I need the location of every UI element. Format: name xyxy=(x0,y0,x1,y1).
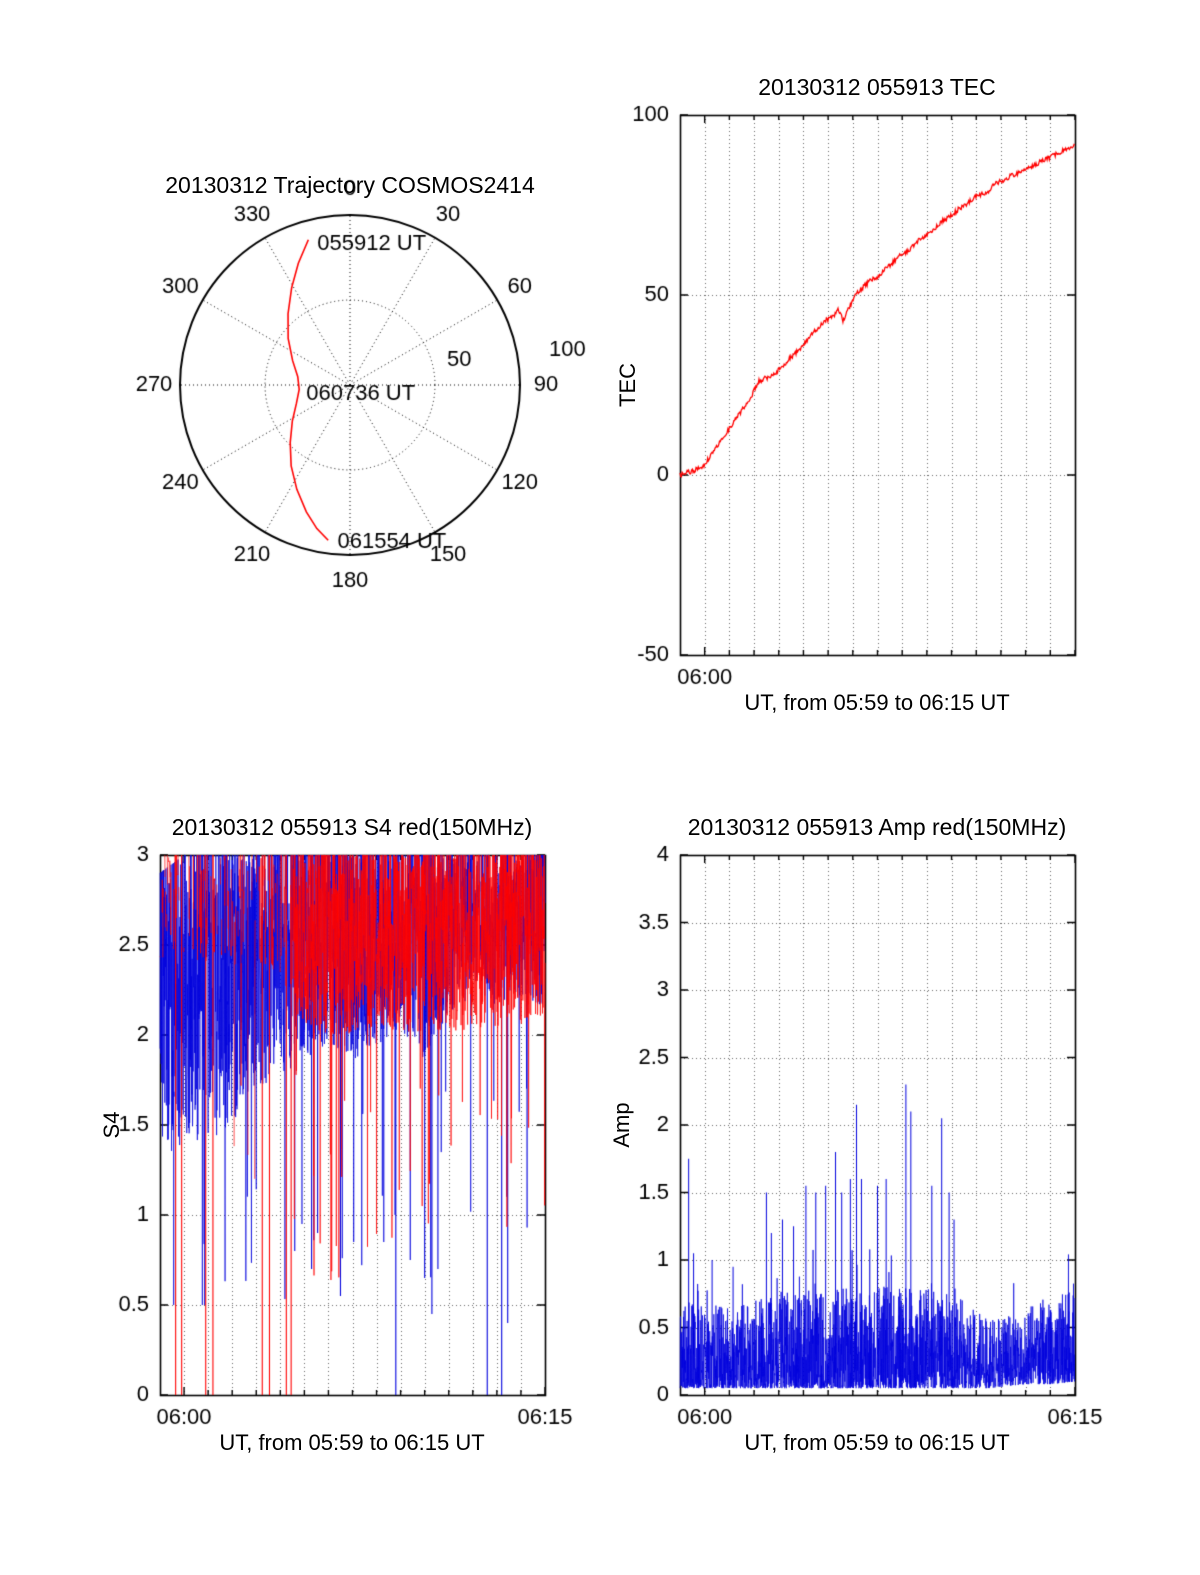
s4-plot-title: 20130312 055913 S4 red(150MHz) xyxy=(171,814,533,840)
amp-x-axis-label: UT, from 05:59 to 06:15 UT xyxy=(744,1430,1010,1455)
amp-y-axis-label: Amp xyxy=(609,1102,634,1148)
s4-x-axis-label: UT, from 05:59 to 06:15 UT xyxy=(219,1430,485,1455)
tec-line-plot xyxy=(600,60,1160,720)
tec-y-axis-label: TEC xyxy=(615,363,640,407)
tec-x-axis-label: UT, from 05:59 to 06:15 UT xyxy=(744,690,1010,715)
tec-plot-title: 20130312 055913 TEC xyxy=(758,74,996,100)
s4-y-axis-label: S4 xyxy=(99,1111,124,1139)
amp-scintillation-plot xyxy=(600,820,1140,1440)
trajectory-polar-plot xyxy=(100,150,600,600)
amp-plot-title: 20130312 055913 Amp red(150MHz) xyxy=(687,814,1067,840)
trajectory-plot-title: 20130312 Trajectory COSMOS2414 xyxy=(165,172,535,198)
s4-scintillation-plot xyxy=(60,820,600,1440)
